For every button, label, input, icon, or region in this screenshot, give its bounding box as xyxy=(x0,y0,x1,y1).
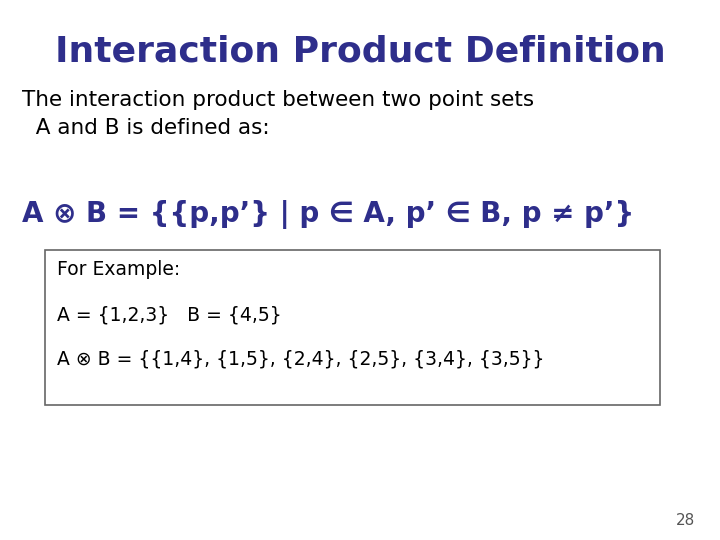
Text: The interaction product between two point sets
  A and B is defined as:: The interaction product between two poin… xyxy=(22,90,534,138)
Text: A ⊗ B = {{1,4}, {1,5}, {2,4}, {2,5}, {3,4}, {3,5}}: A ⊗ B = {{1,4}, {1,5}, {2,4}, {2,5}, {3,… xyxy=(57,350,544,369)
Text: Interaction Product Definition: Interaction Product Definition xyxy=(55,35,665,69)
FancyBboxPatch shape xyxy=(45,250,660,405)
Text: A = {1,2,3}   B = {4,5}: A = {1,2,3} B = {4,5} xyxy=(57,305,282,324)
Text: A ⊗ B = {{p,p’} | p ∈ A, p’ ∈ B, p ≠ p’}: A ⊗ B = {{p,p’} | p ∈ A, p’ ∈ B, p ≠ p’} xyxy=(22,200,634,229)
Text: For Example:: For Example: xyxy=(57,260,180,279)
Text: 28: 28 xyxy=(676,513,695,528)
